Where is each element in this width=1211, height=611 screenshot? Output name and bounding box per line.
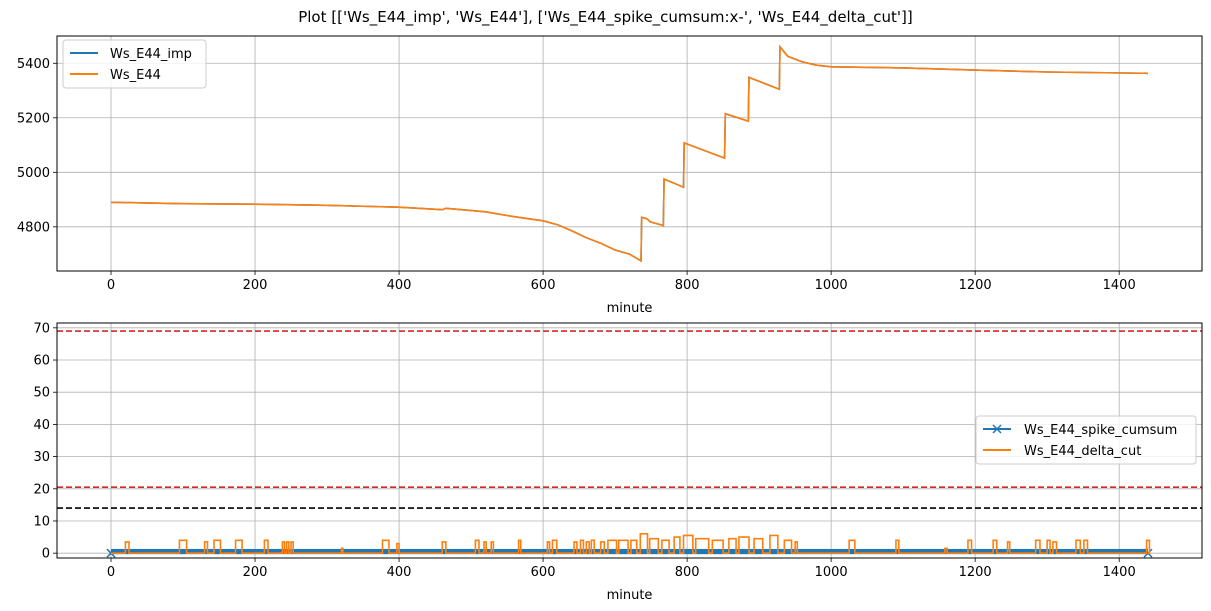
- x-tick-label: 0: [107, 565, 115, 580]
- y-tick-label: 30: [33, 450, 50, 465]
- x-tick-label: 600: [531, 565, 556, 580]
- y-tick-label: 60: [33, 354, 50, 369]
- y-tick-label: 0: [42, 547, 50, 562]
- series-line-ws-e44: [110, 44, 1149, 263]
- y-tick-label: 50: [33, 386, 50, 401]
- y-tick-label: 70: [33, 321, 50, 336]
- top-legend: Ws_E44_imp Ws_E44: [62, 39, 207, 89]
- legend-label-ws-e44-imp: Ws_E44_imp: [110, 47, 192, 62]
- y-tick-label: 5200: [17, 111, 50, 126]
- spike-cumsum-marker: [106, 548, 116, 558]
- bottom-x-axis-label: minute: [607, 588, 653, 603]
- top-axes: 0 200 400 600 800 1000 1200 1400 4800 5000 5200 540…: [17, 35, 1203, 316]
- series-line-ws-e44-imp: [110, 44, 1149, 263]
- top-x-axis-label: minute: [607, 301, 653, 316]
- legend-label-ws-e44-delta-cut: Ws_E44_delta_cut: [1024, 444, 1141, 459]
- legend-label-ws-e44-spike-cumsum: Ws_E44_spike_cumsum: [1024, 423, 1177, 438]
- top-grid: [57, 36, 1202, 271]
- legend-label-ws-e44: Ws_E44: [110, 68, 161, 83]
- y-tick-label: 5000: [17, 166, 50, 181]
- x-tick-label: 800: [675, 565, 700, 580]
- top-ticks: 0 200 400 600 800 1000 1200 1400 4800 5000 5200 540…: [17, 57, 1136, 293]
- x-tick-label: 200: [243, 278, 268, 293]
- x-tick-label: 200: [243, 565, 268, 580]
- y-tick-label: 40: [33, 418, 50, 433]
- x-tick-label: 400: [387, 278, 412, 293]
- top-plot-area: [110, 44, 1149, 263]
- x-tick-label: 400: [387, 565, 412, 580]
- x-tick-label: 1200: [959, 565, 992, 580]
- y-tick-label: 20: [33, 482, 50, 497]
- y-tick-label: 10: [33, 514, 50, 529]
- y-tick-label: 5400: [17, 57, 50, 72]
- bottom-axes-frame: [56, 322, 1203, 559]
- x-tick-label: 600: [531, 278, 556, 293]
- bottom-plot-area: [57, 330, 1202, 558]
- x-tick-label: 1400: [1103, 565, 1136, 580]
- y-tick-label: 4800: [17, 220, 50, 235]
- x-tick-label: 0: [107, 278, 115, 293]
- bottom-ticks: 0 200 400 600 800 1000 1200 1400 0 10 20 30 40 50 60 70: [33, 321, 1135, 580]
- figure-title: Plot [['Ws_E44_imp', 'Ws_E44'], ['Ws_E44…: [298, 8, 913, 27]
- bottom-legend: Ws_E44_spike_cumsum Ws_E44_delta_cut: [975, 415, 1197, 465]
- bottom-legend-box: [975, 415, 1197, 465]
- top-legend-box: [62, 39, 207, 89]
- legend-marker-x: [992, 424, 1002, 434]
- x-tick-label: 1000: [815, 565, 848, 580]
- spike-cumsum-band: [111, 548, 1148, 555]
- spike-cumsum-marker: [1143, 548, 1153, 558]
- x-tick-label: 1400: [1103, 278, 1136, 293]
- bottom-axes: 0 200 400 600 800 1000 1200 1400 0 10 20 30 40 50 60 70…: [33, 321, 1203, 603]
- x-tick-label: 800: [675, 278, 700, 293]
- top-axes-frame: [56, 35, 1203, 272]
- x-tick-label: 1200: [959, 278, 992, 293]
- series-line-ws-e44-delta-cut: [111, 533, 1151, 554]
- x-tick-label: 1000: [815, 278, 848, 293]
